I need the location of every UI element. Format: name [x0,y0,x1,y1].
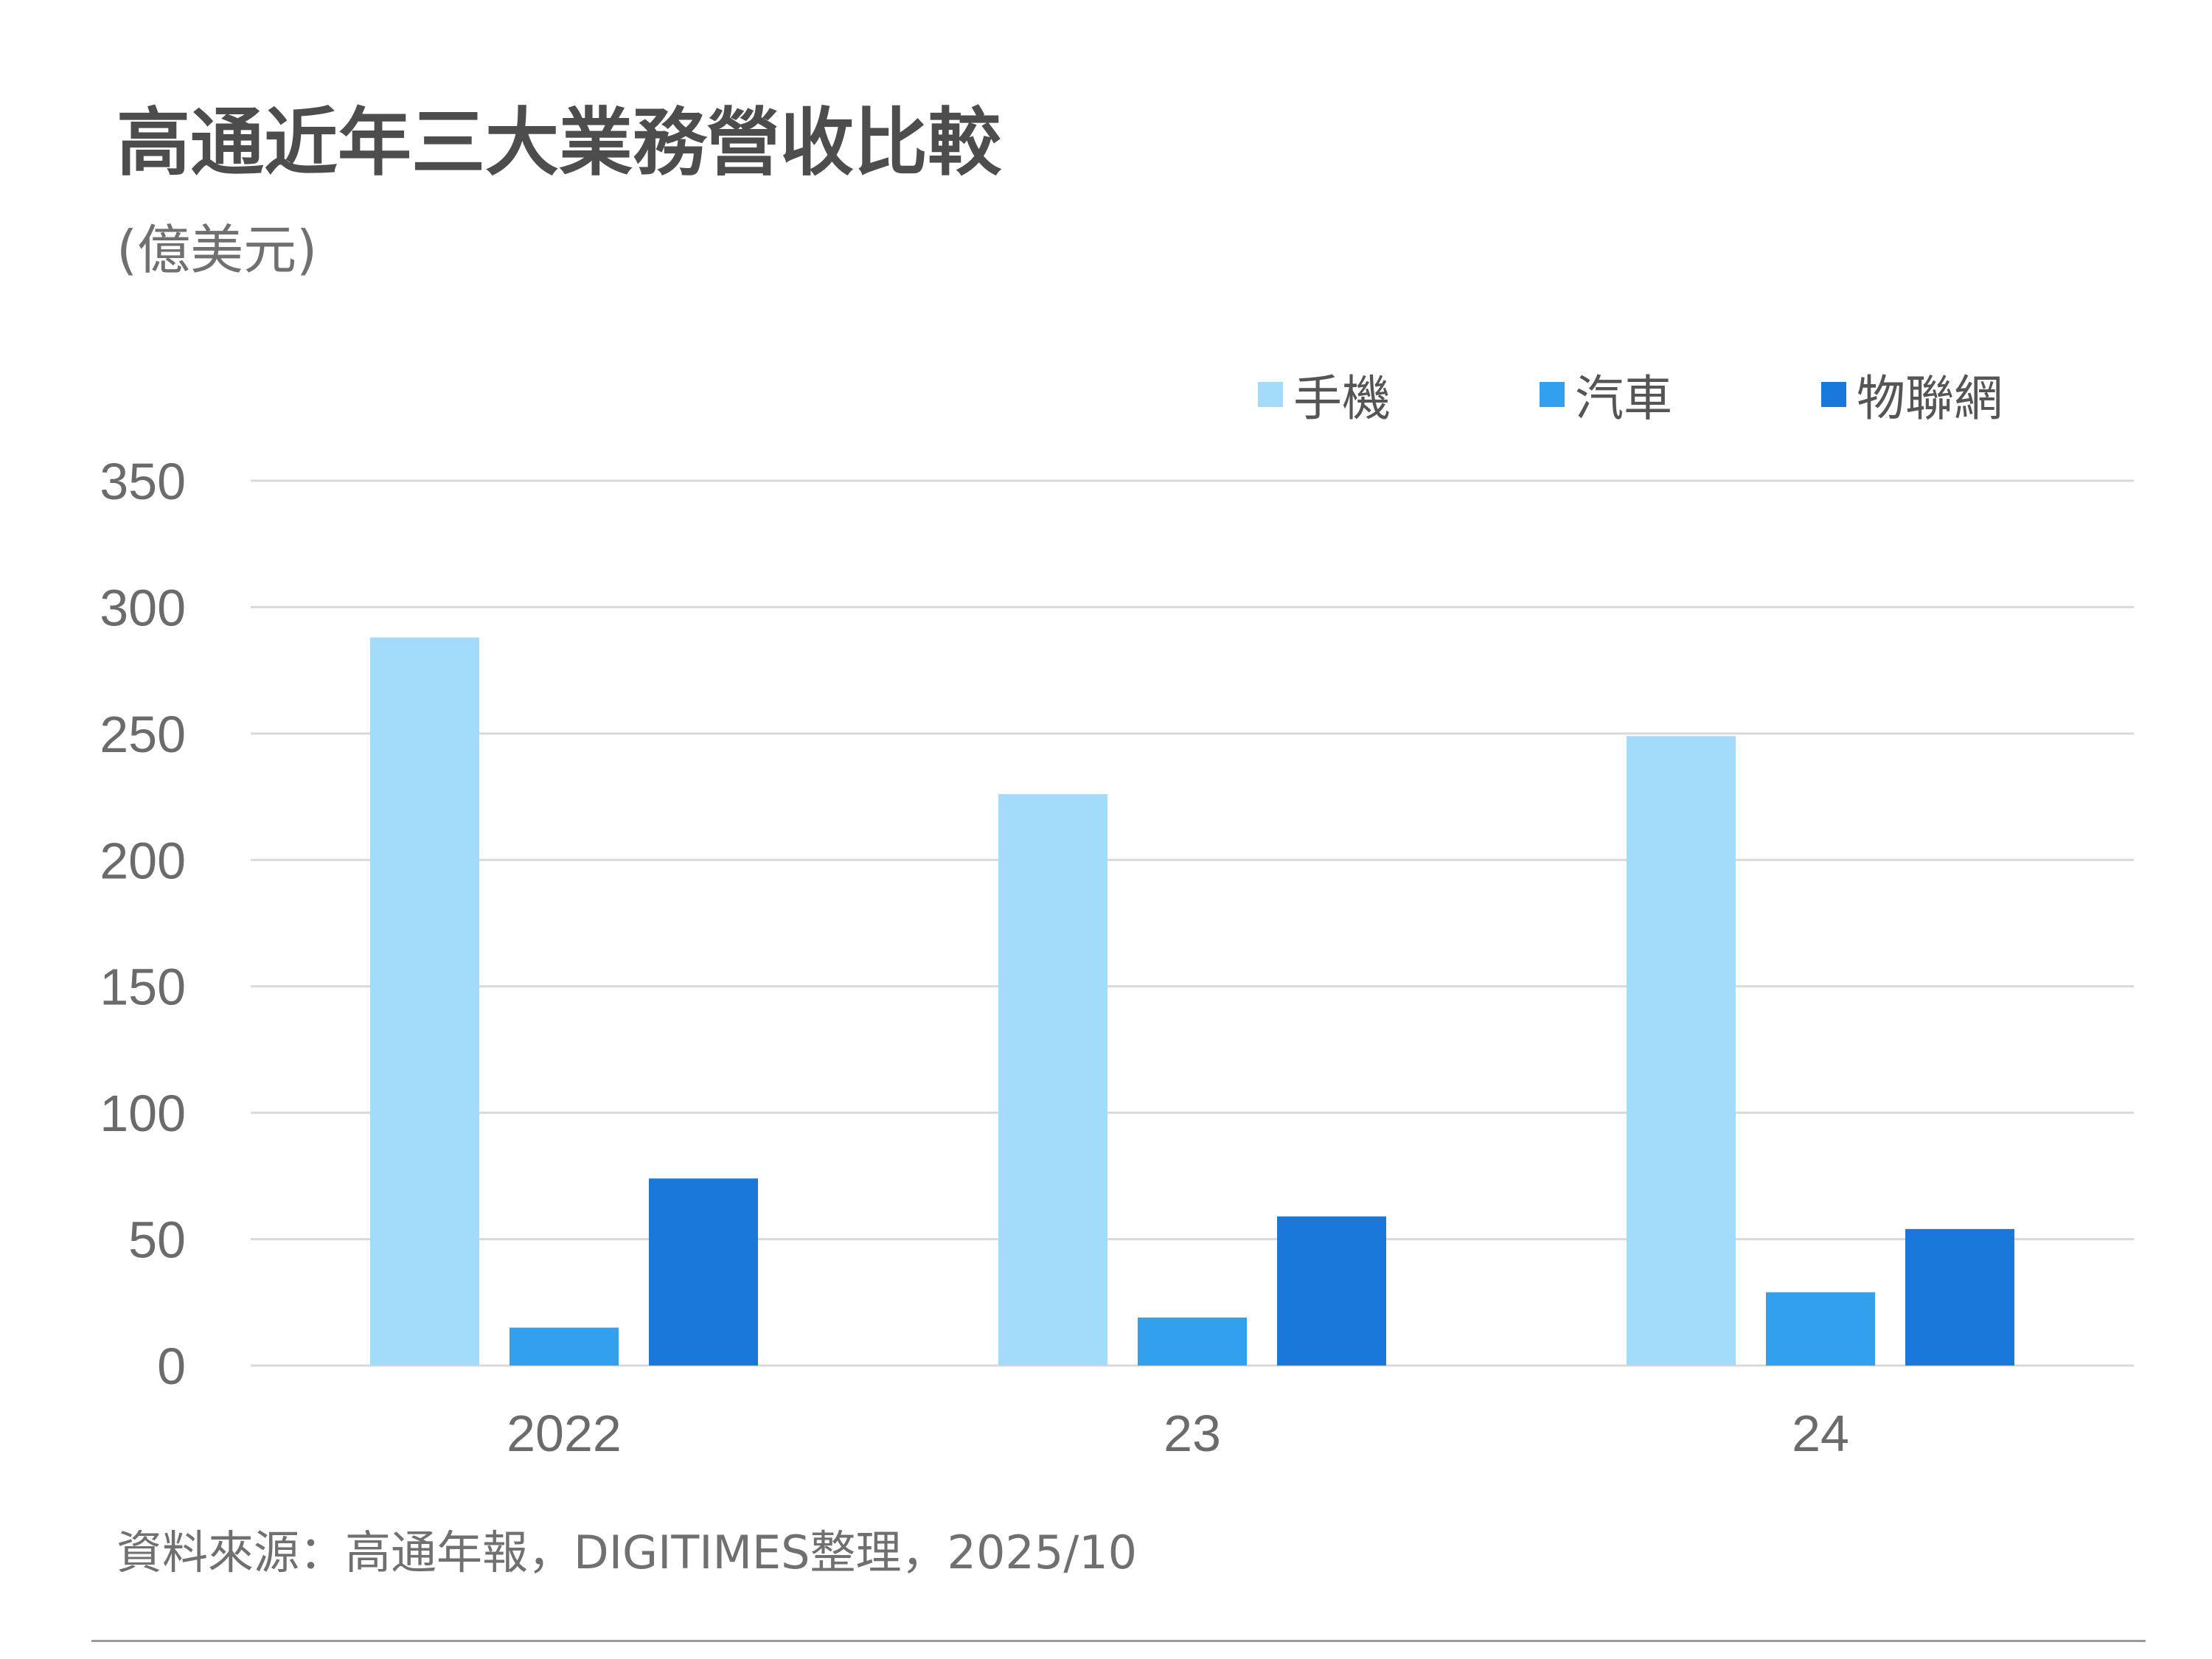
x-tick-label: 2022 [507,1405,622,1462]
legend-swatch-iot [1821,382,1846,407]
x-axis-ticks: 2022 23 24 [507,1405,1849,1462]
y-tick-label: 200 [100,832,186,889]
legend-label-auto: 汽車 [1575,370,1672,427]
legend-swatch-phone [1258,382,1283,407]
legend-item-iot: 物聯網 [1821,361,2003,428]
y-tick-label: 100 [100,1085,186,1142]
legend-item-phone: 手機 [1258,361,1391,428]
legend-swatch-auto [1540,382,1565,407]
y-tick-label: 0 [157,1338,186,1395]
x-tick-label: 24 [1792,1405,1849,1462]
legend-label-phone: 手機 [1293,370,1391,427]
bar-auto-2022 [509,1327,619,1366]
bar-phone-2022 [370,637,479,1366]
grid-lines [251,479,2134,1367]
chart-unit-label: (億美元) [116,219,318,281]
y-tick-label: 250 [100,706,186,763]
bar-auto-24 [1766,1292,1875,1366]
y-tick-label: 50 [128,1211,186,1269]
y-axis-ticks: 0 50 100 150 200 250 300 350 [100,453,186,1395]
bottom-divider [91,1640,2146,1642]
y-tick-label: 300 [100,579,186,636]
chart-title: 高通近年三大業務營收比較 [116,100,1001,186]
legend-item-auto: 汽車 [1540,361,1672,428]
bar-phone-23 [998,794,1107,1366]
legend-label-iot: 物聯網 [1857,370,2003,427]
bar-iot-2022 [649,1178,758,1366]
x-tick-label: 23 [1164,1405,1221,1462]
source-note: 資料來源：高通年報，DIGITIMES整理，2025/10 [116,1526,1138,1579]
bar-auto-23 [1138,1317,1247,1366]
bars [370,637,2014,1366]
bar-phone-24 [1627,736,1736,1366]
bar-iot-23 [1277,1216,1386,1366]
bar-iot-24 [1905,1228,2014,1366]
y-tick-label: 150 [100,959,186,1016]
y-tick-label: 350 [100,453,186,510]
